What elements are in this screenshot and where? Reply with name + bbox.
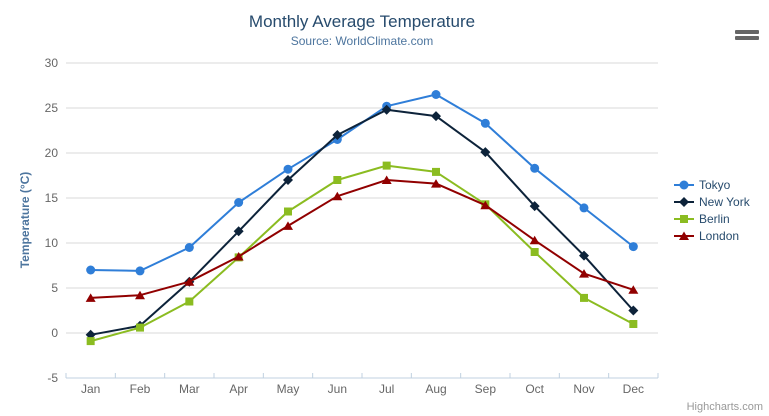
context-menu-button[interactable]	[734, 15, 760, 40]
x-axis-label: Mar	[179, 382, 200, 396]
point-new-york-dec[interactable]	[628, 305, 639, 316]
point-london-apr[interactable]	[233, 252, 244, 261]
legend-symbol-berlin-icon	[674, 214, 694, 223]
legend-item-london[interactable]: London	[674, 227, 750, 244]
x-axis-label: Apr	[229, 382, 248, 396]
legend-label: Tokyo	[699, 177, 731, 192]
point-tokyo-nov[interactable]	[579, 203, 589, 213]
legend-symbol-london-icon	[674, 231, 694, 240]
legend-item-berlin[interactable]: Berlin	[674, 210, 750, 227]
y-axis-label: 20	[45, 146, 59, 160]
legend-item-new-york[interactable]: New York	[674, 193, 750, 210]
point-berlin-jul[interactable]	[382, 161, 391, 170]
y-axis-label: 30	[45, 56, 59, 70]
point-new-york-apr[interactable]	[233, 226, 244, 237]
y-axis-label: -5	[47, 371, 58, 385]
point-new-york-jul[interactable]	[381, 104, 392, 115]
point-berlin-jun[interactable]	[333, 176, 342, 184]
point-tokyo-sep[interactable]	[480, 118, 490, 128]
x-axis-label: Sep	[475, 382, 497, 396]
x-axis-label: Feb	[130, 382, 151, 396]
y-axis-label: 10	[45, 236, 59, 250]
legend-label: New York	[699, 194, 750, 209]
point-london-oct[interactable]	[529, 235, 540, 245]
point-berlin-aug[interactable]	[432, 167, 440, 176]
point-new-york-may[interactable]	[283, 175, 293, 185]
y-axis-label: 0	[51, 326, 58, 340]
point-new-york-oct[interactable]	[529, 201, 540, 212]
point-london-nov[interactable]	[579, 269, 589, 278]
point-new-york-aug[interactable]	[431, 111, 441, 122]
point-tokyo-feb[interactable]	[135, 266, 145, 276]
point-london-feb[interactable]	[135, 290, 145, 300]
point-tokyo-aug[interactable]	[431, 90, 441, 99]
series-line-tokyo	[89, 93, 635, 272]
legend: Tokyo New York Berlin London	[674, 176, 750, 244]
y-axis-label: 15	[45, 191, 59, 205]
point-berlin-oct[interactable]	[530, 248, 539, 256]
legend-label: Berlin	[699, 211, 730, 226]
point-berlin-mar[interactable]	[185, 297, 194, 306]
point-berlin-jan[interactable]	[86, 337, 95, 346]
chart-title: Monthly Average Temperature	[248, 12, 476, 31]
credits-link[interactable]: Highcharts.com	[686, 401, 763, 413]
point-london-dec[interactable]	[628, 285, 639, 294]
point-berlin-feb[interactable]	[136, 323, 144, 332]
y-axis-label: 25	[45, 101, 59, 115]
point-tokyo-dec[interactable]	[628, 242, 638, 252]
point-london-aug[interactable]	[431, 179, 441, 188]
x-axis-label: Jan	[81, 382, 100, 396]
x-axis-label: Oct	[525, 382, 544, 396]
x-axis-label: Aug	[425, 382, 446, 396]
legend-symbol-tokyo-icon	[674, 180, 694, 189]
point-london-mar[interactable]	[184, 277, 195, 286]
point-new-york-nov[interactable]	[579, 250, 589, 261]
x-axis-label: Jul	[379, 382, 394, 396]
point-berlin-dec[interactable]	[629, 320, 638, 328]
point-tokyo-may[interactable]	[283, 164, 293, 174]
legend-label: London	[699, 228, 740, 243]
point-tokyo-apr[interactable]	[234, 198, 244, 207]
x-axis-label: Dec	[623, 382, 644, 396]
hamburger-icon	[734, 15, 760, 40]
point-tokyo-oct[interactable]	[530, 163, 540, 173]
series-line-new-york	[89, 108, 635, 336]
point-tokyo-mar[interactable]	[184, 243, 194, 252]
y-axis-label: 5	[51, 281, 58, 295]
series-line-london	[89, 179, 635, 299]
x-axis-label: Nov	[573, 382, 594, 396]
point-london-jan[interactable]	[85, 293, 96, 302]
chart-subtitle: Source: WorldClimate.com	[290, 34, 434, 48]
legend-symbol-new-york-icon	[674, 196, 694, 207]
series-line-berlin	[89, 164, 635, 343]
point-tokyo-jan[interactable]	[86, 265, 96, 275]
point-new-york-jun[interactable]	[332, 130, 343, 140]
point-london-jun[interactable]	[332, 191, 343, 201]
point-berlin-nov[interactable]	[580, 293, 588, 302]
point-berlin-may[interactable]	[284, 207, 292, 216]
x-axis-label: May	[277, 382, 300, 396]
x-axis-label: Jun	[328, 382, 347, 396]
legend-item-tokyo[interactable]: Tokyo	[674, 176, 750, 193]
point-london-sep[interactable]	[480, 200, 491, 210]
point-london-jul[interactable]	[381, 175, 392, 185]
point-london-may[interactable]	[283, 221, 293, 230]
point-new-york-sep[interactable]	[480, 147, 491, 158]
